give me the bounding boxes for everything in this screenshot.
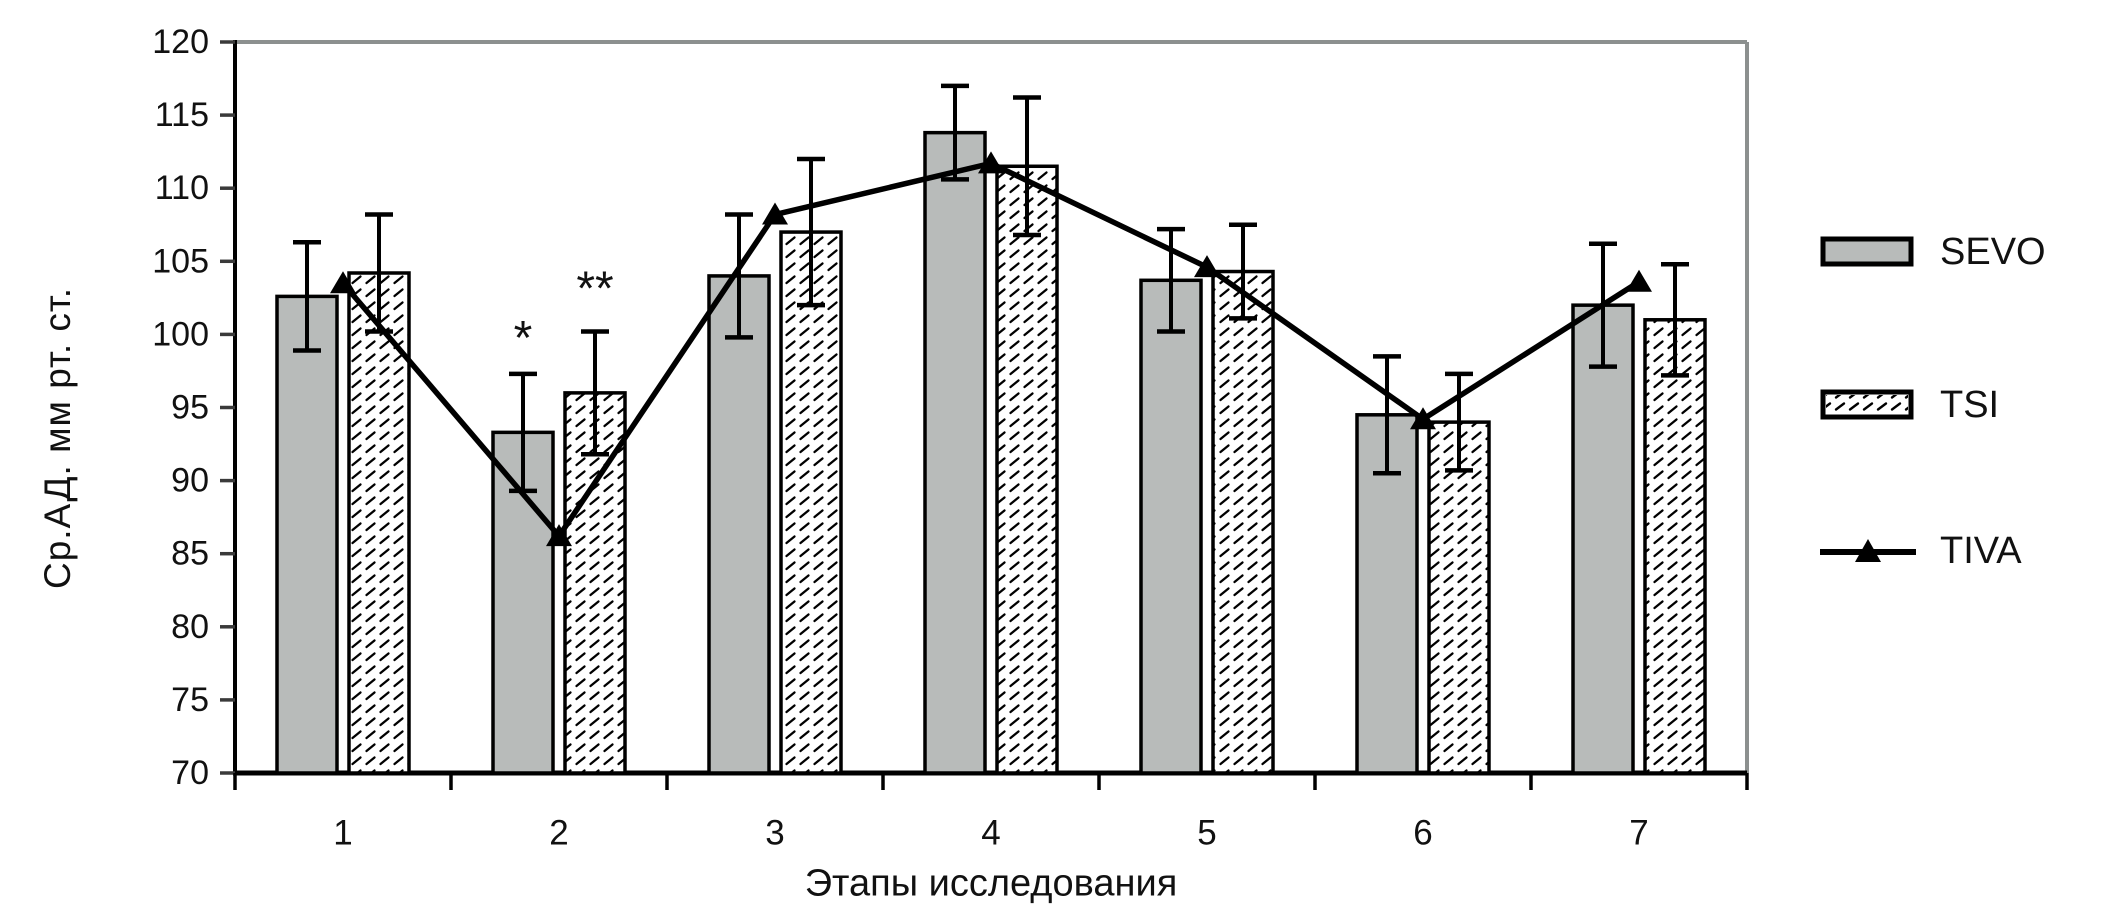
y-tick-label: 80 bbox=[171, 608, 209, 646]
legend-item-tsi: TSI bbox=[1820, 384, 1999, 426]
bar-sevo-4 bbox=[923, 130, 987, 775]
x-tick-label: 2 bbox=[549, 814, 568, 853]
bar-tsi-1 bbox=[347, 271, 411, 775]
y-tick-label: 110 bbox=[155, 169, 209, 207]
marker-triangle-tiva-7 bbox=[1626, 269, 1652, 292]
y-tick-label: 95 bbox=[171, 389, 209, 427]
x-axis-title: Этапы исследования bbox=[804, 862, 1178, 905]
legend-label-sevo: SEVO bbox=[1940, 230, 2046, 273]
bar-sevo-1 bbox=[275, 294, 339, 775]
marker-triangle-tiva-1 bbox=[330, 271, 356, 294]
marker-triangle-tiva-4 bbox=[978, 151, 1004, 174]
sevo-solid-bar-swatch-icon bbox=[1820, 236, 1914, 267]
y-tick-label: 70 bbox=[171, 754, 209, 792]
marker-triangle-tiva-6 bbox=[1410, 407, 1436, 430]
bar-tsi-7 bbox=[1643, 318, 1707, 775]
x-tick-label: 1 bbox=[333, 814, 352, 853]
y-tick-label: 85 bbox=[171, 535, 209, 573]
marker-triangle-tiva-5 bbox=[1194, 255, 1220, 278]
tsi-hatched-bar-swatch-icon bbox=[1820, 389, 1914, 420]
y-tick-label: 115 bbox=[155, 96, 209, 134]
bar-tsi-4 bbox=[995, 164, 1059, 775]
x-tick-label: 6 bbox=[1413, 814, 1432, 853]
x-tick-label: 7 bbox=[1629, 814, 1648, 853]
y-tick-label: 105 bbox=[152, 242, 209, 280]
marker-triangle-tiva-3 bbox=[762, 202, 788, 225]
legend-item-sevo: SEVO bbox=[1820, 231, 2046, 273]
x-tick-label: 3 bbox=[765, 814, 784, 853]
y-tick-label: 90 bbox=[171, 462, 209, 500]
significance-annotation: ** bbox=[576, 262, 613, 315]
tiva-line-marker-swatch-icon bbox=[1820, 539, 1916, 562]
bar-tsi-6 bbox=[1427, 420, 1491, 775]
legend-label-tiva: TIVA bbox=[1940, 529, 2022, 572]
y-tick-label: 75 bbox=[171, 681, 209, 719]
bar-tsi-3 bbox=[779, 230, 843, 775]
x-tick-label: 4 bbox=[981, 814, 1000, 853]
y-tick-label: 120 bbox=[152, 23, 209, 61]
x-tick-label: 5 bbox=[1197, 814, 1216, 853]
bar-sevo-7 bbox=[1571, 303, 1635, 775]
legend-item-tiva: TIVA bbox=[1820, 530, 2022, 572]
bar-tsi-5 bbox=[1211, 269, 1275, 775]
bar-sevo-3 bbox=[707, 274, 771, 775]
significance-annotation: * bbox=[514, 312, 533, 365]
bar-sevo-5 bbox=[1139, 278, 1203, 775]
legend: SEVO TSI TIVA bbox=[1820, 0, 2120, 916]
marker-triangle-tiva-2 bbox=[546, 524, 572, 547]
y-axis-title: Ср.АД. мм рт. ст. bbox=[37, 286, 78, 590]
y-tick-label: 100 bbox=[152, 315, 209, 353]
legend-label-tsi: TSI bbox=[1940, 383, 2000, 426]
